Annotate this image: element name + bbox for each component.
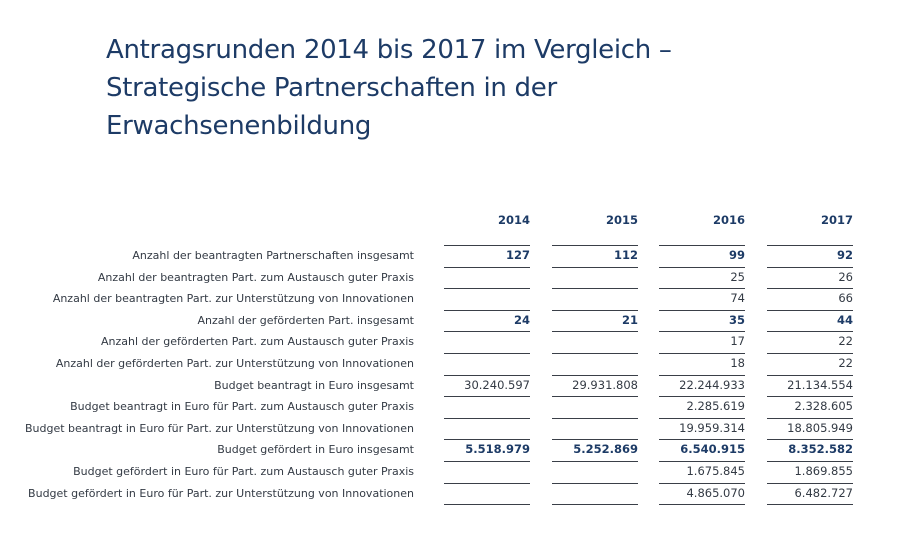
table-cell: 99: [659, 245, 745, 266]
table-cell: 112: [552, 245, 638, 266]
row-label: Budget gefördert in Euro für Part. zur U…: [28, 486, 414, 500]
table-cell: 19.959.314: [659, 417, 745, 439]
table-cell: [444, 482, 530, 504]
row-label: Budget gefördert in Euro insgesamt: [217, 443, 414, 457]
table-cell: 29.931.808: [552, 374, 638, 396]
table-cell: [552, 396, 638, 417]
table-cell: 21: [552, 309, 638, 331]
table-cell: 1.675.845: [659, 461, 745, 482]
table-bottom-rule: [767, 504, 853, 506]
table-cell: [552, 482, 638, 504]
table-cell: 30.240.597: [444, 374, 530, 396]
table-cell: 24: [444, 309, 530, 331]
row-label: Budget beantragt in Euro für Part. zur U…: [24, 421, 414, 435]
table-cell: 66: [767, 288, 853, 309]
page-title-line-3: Erwachsenenbildung: [106, 111, 372, 141]
table-cell: 2.285.619: [659, 396, 745, 417]
table-bottom-rule: [444, 504, 530, 506]
table-cell: [444, 266, 530, 288]
table-cell: 18.805.949: [767, 417, 853, 439]
table-cell: 22: [767, 353, 853, 374]
table-cell: 5.252.869: [552, 439, 638, 460]
table-cell: [444, 461, 530, 482]
table-cell: 92: [767, 245, 853, 266]
row-label: Anzahl der geförderten Part. insgesamt: [197, 313, 414, 327]
table-cell: 4.865.070: [659, 482, 745, 504]
column-header-2015: 2015: [605, 213, 638, 227]
table-cell: 8.352.582: [767, 439, 853, 460]
table-bottom-rule: [552, 504, 638, 506]
page-title-line-2: Strategische Partnerschaften in der: [106, 73, 557, 103]
table-cell: [444, 353, 530, 374]
row-label: Budget gefördert in Euro für Part. zum A…: [73, 465, 414, 478]
table-cell: 1.869.855: [767, 461, 853, 482]
table-cell: 6.540.915: [659, 439, 745, 460]
table-cell: 2.328.605: [767, 396, 853, 417]
column-header-2017: 2017: [820, 213, 853, 227]
table-cell: 35: [659, 309, 745, 331]
row-label: Budget beantragt in Euro für Part. zum A…: [70, 400, 414, 414]
table-cell: [444, 331, 530, 352]
table-cell: 18: [659, 353, 745, 374]
table-cell: 22.244.933: [659, 374, 745, 396]
table-cell: 26: [767, 266, 853, 288]
row-label: Budget beantragt in Euro insgesamt: [214, 378, 414, 392]
table-cell: [444, 288, 530, 309]
table-cell: 22: [767, 331, 853, 352]
table-cell: [552, 353, 638, 374]
row-label: Anzahl der beantragten Partnerschaften i…: [132, 249, 414, 262]
column-header-2014: 2014: [497, 213, 530, 227]
table-cell: [552, 331, 638, 352]
table-cell: 21.134.554: [767, 374, 853, 396]
table-cell: 44: [767, 309, 853, 331]
table-cell: 74: [659, 288, 745, 309]
table-cell: 127: [444, 245, 530, 266]
table-cell: 5.518.979: [444, 439, 530, 460]
page-title-line-1: Antragsrunden 2014 bis 2017 im Vergleich…: [106, 35, 672, 65]
row-label: Anzahl der geförderten Part. zum Austaus…: [100, 335, 414, 349]
table-cell: [444, 417, 530, 439]
table-cell: 6.482.727: [767, 482, 853, 504]
row-label: Anzahl der beantragten Part. zur Unterst…: [52, 292, 414, 306]
table-cell: [444, 396, 530, 417]
row-label: Anzahl der beantragten Part. zum Austaus…: [97, 270, 414, 284]
column-header-2016: 2016: [712, 213, 745, 227]
table-cell: [552, 288, 638, 309]
table-cell: 25: [659, 266, 745, 288]
page-title: Antragsrunden 2014 bis 2017 im Vergleich…: [106, 31, 886, 145]
table-bottom-rule: [659, 504, 745, 506]
table-cell: [552, 417, 638, 439]
row-label: Anzahl der geförderten Part. zur Unterst…: [55, 357, 414, 370]
table-cell: [552, 266, 638, 288]
table-cell: 17: [659, 331, 745, 352]
table-cell: [552, 461, 638, 482]
